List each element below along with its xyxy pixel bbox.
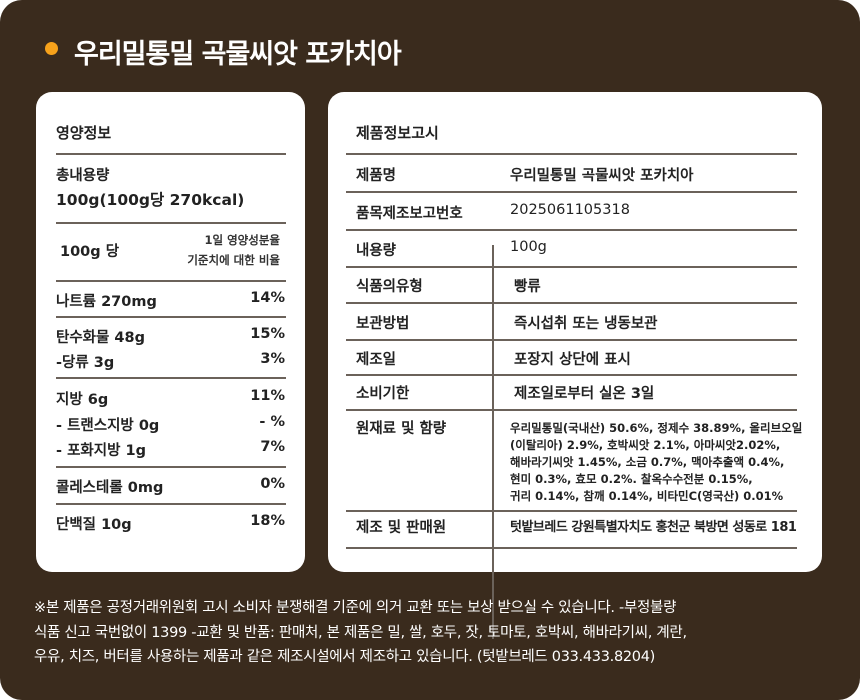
footer-notice: ※본 제품은 공정거래위원회 고시 소비자 분쟁해결 기준에 의거 교환 또는 …	[34, 596, 687, 670]
row-value: 즉시섭취 또는 냉동보관	[514, 316, 658, 332]
row-label: 제조일	[356, 352, 397, 368]
total-label: 총내용량	[56, 168, 110, 184]
footer-line: 식품 신고 국번없이 1399 -교환 및 반품: 판매처, 본 제품은 밀, …	[34, 624, 687, 641]
product-info-card: 제품정보고시 제품명 우리밀통밀 곡물씨앗 포카치아 품목제조보고번호 2025…	[328, 92, 822, 639]
row-label: 제조 및 판매원	[356, 520, 447, 536]
nutrient-name: 나트륨 270mg	[56, 294, 157, 310]
footer-line: 우유, 치즈, 버터를 사용하는 제품과 같은 제조시설에서 제조하고 있습니다…	[34, 649, 656, 665]
row-label: 소비기한	[356, 386, 410, 402]
divider	[56, 280, 286, 282]
row-label: 보관방법	[356, 316, 410, 332]
nutrient-pct: 3%	[260, 351, 285, 367]
divider	[346, 229, 797, 231]
row-value: 포장지 상단에 표시	[514, 352, 631, 368]
dv-line2: 기준치에 대한 비율	[187, 253, 280, 267]
divider	[56, 466, 286, 468]
divider	[346, 339, 797, 341]
ingredient-line: 현미 0.3%, 효모 0.2%. 찰옥수수전분 0.15%,	[510, 472, 753, 486]
ingredient-line: 우리밀통밀(국내산) 50.6%, 정제수 38.89%, 올리브오일	[510, 421, 803, 435]
row-label: 품목제조보고번호	[356, 206, 463, 222]
divider	[346, 191, 797, 193]
nutrient-pct: 11%	[250, 388, 285, 404]
nutrient-name: - 트랜스지방 0g	[56, 418, 160, 434]
nutrient-pct: 7%	[260, 439, 285, 455]
divider	[346, 153, 797, 155]
divider	[346, 266, 797, 268]
nutrient-pct: - %	[259, 414, 285, 430]
divider	[346, 374, 797, 376]
nutrient-name: 지방 6g	[56, 392, 109, 408]
nutrient-name: 콜레스테롤 0mg	[56, 480, 164, 496]
divider	[346, 409, 797, 411]
nutrient-name: -당류 3g	[56, 355, 115, 371]
ingredient-line: 귀리 0.14%, 참깨 0.14%, 비타민C(영국산) 0.01%	[510, 489, 784, 503]
row-label: 제품명	[356, 168, 397, 184]
row-value: 100g	[510, 239, 547, 255]
divider	[346, 510, 797, 512]
row-label: 원재료 및 함량	[356, 421, 447, 437]
ingredients-value: 우리밀통밀(국내산) 50.6%, 정제수 38.89%, 올리브오일 (이탈리…	[510, 420, 802, 505]
row-value: 텃밭브레드 강원특별자치도 홍천군 북방면 성동로 181	[510, 520, 797, 535]
nutrient-name: - 포화지방 1g	[56, 443, 146, 459]
row-value: 2025061105318	[510, 202, 630, 218]
bullet-dot-icon	[45, 42, 58, 55]
nutrition-card: 영양정보 총내용량 100g(100g당 270kcal) 100g 당 1일 …	[36, 92, 305, 572]
column-divider	[492, 245, 494, 639]
divider	[56, 377, 286, 379]
nutrient-name: 탄수화물 48g	[56, 330, 145, 346]
daily-value-header: 1일 영양성분율 기준치에 대한 비율	[187, 230, 280, 270]
ingredient-line: 해바라기씨앗 1.45%, 소금 0.7%, 맥아추출액 0.4%,	[510, 455, 785, 469]
product-info-title: 제품정보고시	[356, 124, 439, 142]
page-title: 우리밀통밀 곡물씨앗 포카치아	[74, 39, 402, 70]
total-value: 100g(100g당 270kcal)	[56, 191, 245, 209]
divider	[56, 316, 286, 318]
divider	[346, 547, 797, 549]
nutrition-title: 영양정보	[56, 124, 112, 142]
row-label: 식품의유형	[356, 279, 423, 295]
footer-line: ※본 제품은 공정거래위원회 고시 소비자 분쟁해결 기준에 의거 교환 또는 …	[34, 600, 677, 616]
per-label: 100g 당	[60, 244, 120, 260]
ingredient-line: (이탈리아) 2.9%, 호박씨앗 2.1%, 아마씨앗2.02%,	[510, 438, 781, 452]
row-value: 우리밀통밀 곡물씨앗 포카치아	[510, 168, 694, 184]
dv-line1: 1일 영양성분율	[204, 233, 281, 247]
divider	[56, 503, 286, 505]
nutrient-pct: 15%	[250, 326, 285, 342]
nutrient-name: 단백질 10g	[56, 517, 132, 533]
nutrient-pct: 18%	[250, 513, 285, 529]
divider	[346, 302, 797, 304]
nutrient-pct: 14%	[250, 290, 285, 306]
divider	[56, 222, 286, 224]
nutrient-pct: 0%	[260, 476, 285, 492]
divider	[56, 153, 286, 155]
row-value: 빵류	[514, 279, 541, 295]
row-label: 내용량	[356, 243, 397, 259]
row-value: 제조일로부터 실온 3일	[514, 386, 655, 402]
